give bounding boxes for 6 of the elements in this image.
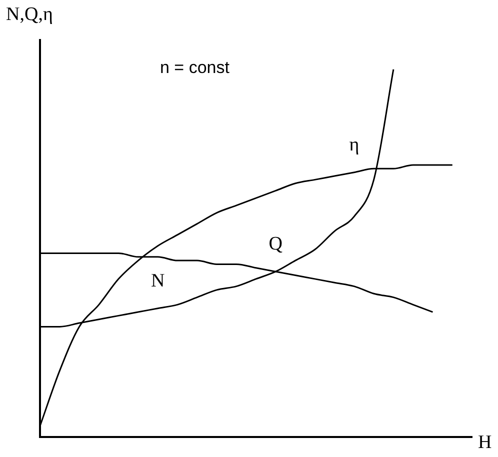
y-axis-title: N,Q,η: [6, 4, 53, 26]
series-label: η: [349, 134, 360, 156]
series-label: Q: [268, 234, 283, 255]
annotation: n = const: [160, 58, 230, 78]
series-label: N: [150, 270, 165, 292]
x-axis-title: H: [478, 432, 492, 454]
